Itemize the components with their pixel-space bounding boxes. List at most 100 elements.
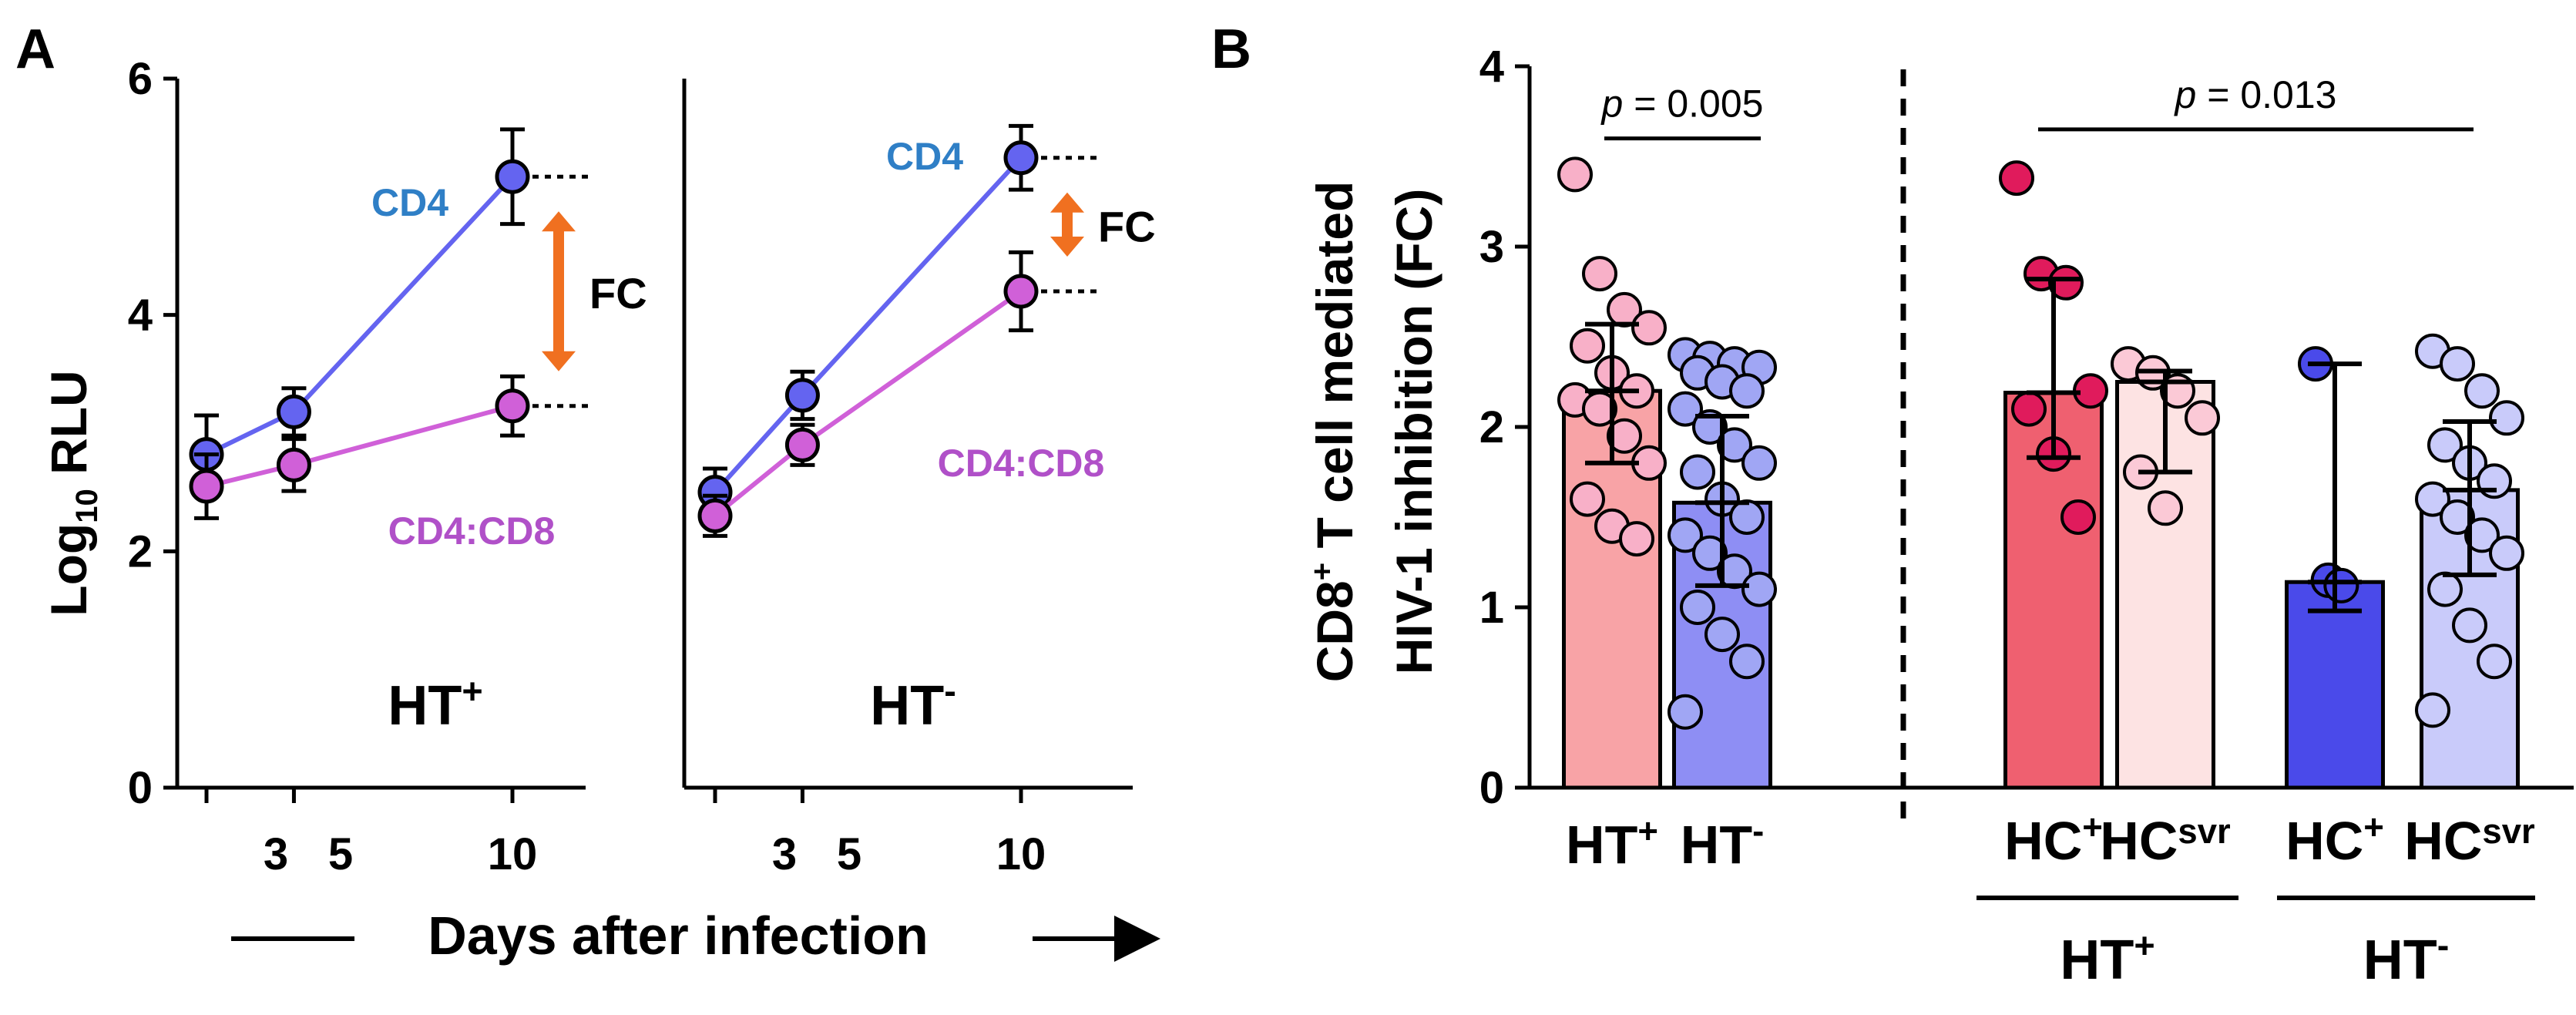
panel-b-point-5-2 xyxy=(2464,373,2500,409)
panel-b-point-5-1 xyxy=(2440,346,2475,382)
panel-a-fc-arrowhead-top-0 xyxy=(542,211,576,232)
panel-a-ylabel-unit: RLU xyxy=(40,370,97,489)
panel-b-category-1: HT- xyxy=(1681,811,1764,875)
panel-b-point-1-9 xyxy=(1717,427,1752,463)
panel-a-xtick-label-0-2: 10 xyxy=(488,829,538,879)
panel-b-point-1-17 xyxy=(1741,571,1777,607)
panel-a-title-0: HT+ xyxy=(388,671,482,737)
panel-b-point-5-13 xyxy=(2477,644,2512,680)
panel-b-comparison-label-1: p = 0.013 xyxy=(2174,73,2337,116)
panel-b-group-label-1-base: HT xyxy=(2363,929,2437,991)
panel-b-category-3-base: HC xyxy=(2100,811,2178,871)
panel-a-label-cd4cd8-1: CD4:CD8 xyxy=(938,442,1105,485)
panel-a-xtick-label-1-2: 10 xyxy=(996,829,1046,879)
panel-a-title-1-base: HT xyxy=(870,675,944,737)
panel-b-group-label-1: HT- xyxy=(2363,926,2450,991)
panel-b-comparison-p-0: p xyxy=(1600,82,1624,126)
panel-a-fc-label-1: FC xyxy=(1098,202,1156,250)
panel-a-line-0-0 xyxy=(205,175,515,457)
panel-label-a: A xyxy=(15,18,55,80)
panel-b-point-4-2 xyxy=(2323,567,2359,603)
panel-a-title-0-sup: + xyxy=(462,671,482,711)
panel-b-point-1-11 xyxy=(1680,454,1715,490)
panel-b-point-5-8 xyxy=(2440,499,2475,535)
panel-b-category-4-sup: + xyxy=(2363,807,2384,846)
panel-b-category-0: HT+ xyxy=(1566,811,1658,875)
panel-b-point-5-9 xyxy=(2464,517,2500,553)
panel-b-category-4-base: HC xyxy=(2285,811,2363,871)
panel-b-point-5-14 xyxy=(2415,692,2450,728)
panel-a-ytick-label-2: 4 xyxy=(128,291,153,341)
panel-b-ylabel-line1: CD8+ T cell mediated xyxy=(1305,181,1363,683)
panel-a-point-0-1-0 xyxy=(189,469,224,504)
panel-b-point-2-6 xyxy=(2060,499,2096,535)
panel-a-xtick-label-0-0: 3 xyxy=(264,829,288,879)
panel-a-ytick-label-3: 6 xyxy=(128,54,153,104)
panel-b-group-label-0-sup: + xyxy=(2134,926,2155,966)
panel-b-comparison-value-0: = 0.005 xyxy=(1623,82,1763,126)
panel-b-point-5-10 xyxy=(2489,535,2524,571)
panel-b-ylabel-rest: T cell mediated xyxy=(1306,181,1363,563)
panel-a-title-1: HT- xyxy=(870,671,956,737)
panel-a-xtick-label-1-1: 5 xyxy=(837,829,861,879)
panel-a-point-1-1-0 xyxy=(697,498,733,533)
panel-b-ytick-label-1: 1 xyxy=(1479,583,1504,633)
panel-b-comparison-value-1: = 0.013 xyxy=(2196,73,2336,116)
panel-b-point-5-3 xyxy=(2489,400,2524,436)
panel-a-ytick-label-1: 2 xyxy=(128,526,153,576)
panel-a-point-0-0-1 xyxy=(276,394,311,429)
panel-a-point-1-0-1 xyxy=(784,378,820,413)
panel-b-category-3: HCsvr xyxy=(2100,811,2231,871)
panel-b-category-1-base: HT xyxy=(1681,815,1752,875)
panel-b-ytick-label-4: 4 xyxy=(1479,42,1504,92)
panel-b-group-label-0-base: HT xyxy=(2060,929,2134,991)
panel-a-label-cd4-1: CD4 xyxy=(886,135,963,178)
panel-b-point-1-8 xyxy=(1692,409,1728,445)
panel-label-b: B xyxy=(1211,18,1251,80)
panel-a-point-0-1-1 xyxy=(276,447,311,482)
panel-b-point-5-7 xyxy=(2415,481,2450,517)
panel-b-point-0-0 xyxy=(1557,156,1593,193)
panel-b-point-0-11 xyxy=(1570,481,1605,517)
panel-a-line-0-1 xyxy=(206,403,513,489)
panel-b-category-5-sup: svr xyxy=(2482,812,2535,851)
panel-b-point-0-13 xyxy=(1619,521,1654,557)
panel-b-point-1-7 xyxy=(1668,391,1703,427)
panel-a-ylabel-subscript: 10 xyxy=(70,489,104,523)
panel-b-point-1-14 xyxy=(1668,517,1703,553)
panel-b-point-1-19 xyxy=(1704,617,1740,653)
panel-a-fc-arrowhead-bot-0 xyxy=(542,351,576,371)
panel-b-point-5-12 xyxy=(2452,607,2487,644)
panel-b-point-2-0 xyxy=(1999,160,2034,197)
panel-a-title-0-base: HT xyxy=(388,675,462,737)
panel-b-category-2-sup: + xyxy=(2082,807,2103,846)
panel-a-point-1-0-2 xyxy=(1003,140,1039,176)
panel-b-point-0-9 xyxy=(1607,418,1642,454)
panel-b-category-1-sup: - xyxy=(1752,811,1764,850)
panel-b-point-1-10 xyxy=(1741,445,1777,481)
panel-b-ytick-label-2: 2 xyxy=(1479,402,1504,452)
panel-a-label-cd4cd8-0: CD4:CD8 xyxy=(388,509,556,553)
panel-a-xtick-label-0-1: 5 xyxy=(328,829,353,879)
panel-b-category-2: HC+ xyxy=(2004,807,2103,871)
panel-b-category-3-sup: svr xyxy=(2178,812,2231,851)
panel-b-point-3-3 xyxy=(2185,400,2220,436)
panel-b-ylabel-line2: HIV-1 inhibition (FC) xyxy=(1385,189,1442,675)
panel-b-ylabel-superscript: + xyxy=(1305,563,1339,580)
panel-b-category-5-base: HC xyxy=(2404,811,2482,871)
panel-b-category-2-base: HC xyxy=(2004,811,2082,871)
panel-b-bar-4 xyxy=(2285,580,2385,790)
panel-b-point-2-2 xyxy=(2048,264,2084,301)
panel-b-group-label-0: HT+ xyxy=(2060,926,2155,991)
panel-b-point-5-11 xyxy=(2427,571,2463,607)
panel-b-ticks: 0 1 2 3 4 xyxy=(1479,42,1530,813)
panel-b-comparison-label-0: p = 0.005 xyxy=(1600,82,1764,126)
panel-b-category-0-base: HT xyxy=(1566,815,1637,875)
panel-b-group-label-1-sup: - xyxy=(2437,926,2450,966)
panel-a-point-1-1-1 xyxy=(784,427,820,462)
panel-a-point-1-1-2 xyxy=(1003,274,1039,309)
panel-a-label-cd4-0: CD4 xyxy=(371,181,448,224)
